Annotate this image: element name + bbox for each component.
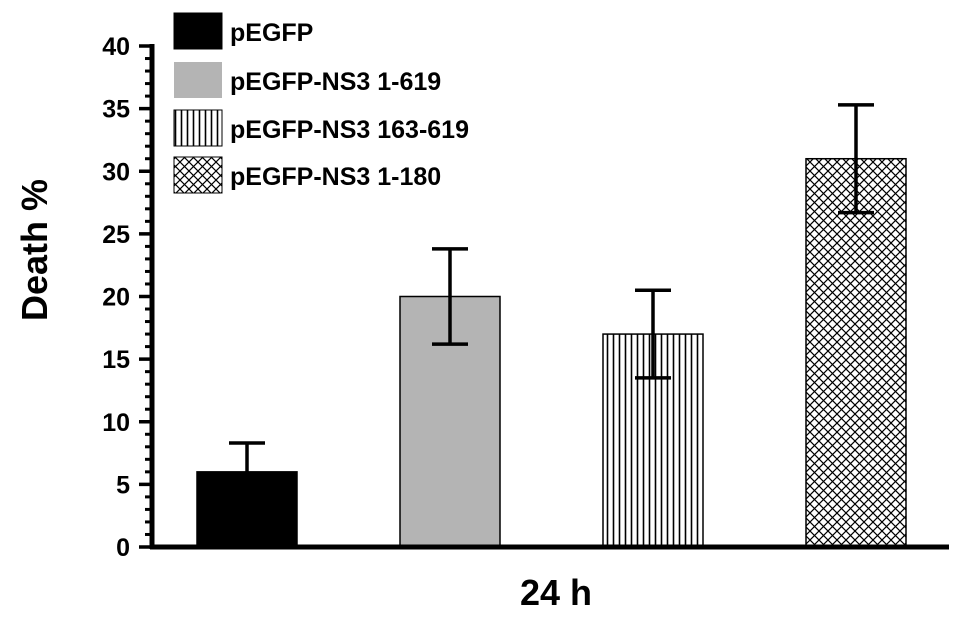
y-tick-label: 5: [116, 471, 130, 499]
legend-label: pEGFP-NS3 1-619: [230, 68, 441, 96]
legend-item: pEGFP-NS3 163-619: [173, 109, 469, 147]
x-axis-title: 24 h: [520, 572, 592, 613]
y-tick-label: 35: [102, 96, 130, 124]
y-tick-label: 0: [116, 534, 130, 562]
legend-swatch: [173, 12, 223, 50]
legend-label: pEGFP: [230, 19, 313, 47]
bar: [805, 157, 907, 548]
error-bar: [838, 103, 874, 215]
legend-item: pEGFP-NS3 1-180: [173, 156, 441, 194]
legend-label: pEGFP-NS3 1-180: [230, 163, 441, 191]
legend-item: pEGFP: [173, 12, 313, 50]
legend-swatch: [173, 109, 223, 147]
error-bar: [432, 247, 468, 346]
legend-item: pEGFP-NS3 1-619: [174, 62, 441, 98]
y-tick-label: 15: [102, 346, 130, 374]
y-tick-label: 40: [102, 33, 130, 61]
legend-label: pEGFP-NS3 163-619: [230, 116, 469, 144]
legend-swatch: [174, 62, 222, 98]
y-axis-title: Death %: [14, 179, 55, 321]
error-bar: [229, 441, 265, 503]
legend-swatch: [173, 156, 223, 194]
y-tick-label: 10: [102, 409, 130, 437]
y-tick-label: 20: [102, 284, 130, 312]
y-tick-label: 30: [102, 158, 130, 186]
y-tick-label: 25: [102, 221, 130, 249]
error-bar: [635, 288, 671, 380]
